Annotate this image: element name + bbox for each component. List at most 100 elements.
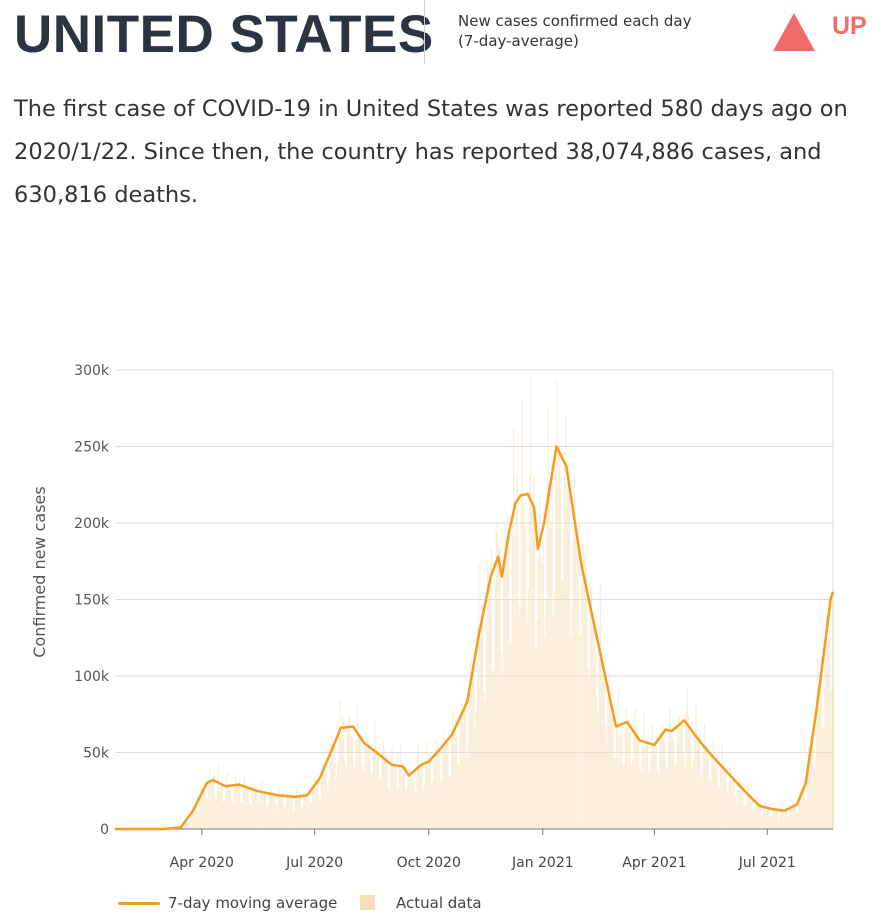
actual-data-bar [801, 791, 804, 829]
actual-data-bar [443, 730, 445, 829]
actual-data-bar [562, 579, 564, 829]
y-tick-label: 250k [74, 440, 110, 456]
actual-data-bar [389, 790, 391, 829]
actual-data-bar [384, 750, 386, 829]
actual-data-bar [253, 792, 256, 829]
actual-data-bar [267, 806, 269, 829]
actual-data-bar [313, 776, 315, 829]
actual-data-bar [649, 768, 651, 829]
actual-data-bar [338, 735, 340, 829]
actual-data-bar [395, 761, 397, 829]
actual-data-bar [767, 809, 769, 829]
actual-data-bar [746, 791, 748, 829]
header-divider [424, 0, 425, 64]
actual-data-bar [783, 811, 785, 829]
actual-data-bar [576, 536, 578, 829]
actual-data-bar [199, 798, 201, 829]
actual-data-bar [423, 784, 425, 829]
actual-data-bar [552, 614, 554, 829]
actual-data-bar [747, 783, 749, 829]
trend-label: UP [832, 12, 867, 40]
actual-data-bar [593, 616, 595, 829]
actual-data-bar [480, 603, 482, 829]
actual-data-bar [658, 775, 660, 829]
actual-data-bar [787, 816, 789, 829]
actual-data-bar [379, 778, 381, 829]
actual-data-bar [394, 766, 396, 829]
actual-data-bar [375, 744, 377, 829]
actual-data-bar [436, 755, 438, 829]
actual-data-bar [453, 730, 455, 829]
actual-data-bar [185, 821, 187, 829]
y-tick-label: 150k [74, 593, 110, 609]
actual-data-bar [377, 753, 380, 829]
actual-data-bar [721, 741, 723, 829]
actual-data-bar [550, 521, 552, 829]
actual-data-bar [684, 765, 686, 829]
actual-data-bar [385, 757, 387, 829]
actual-data-bar [273, 796, 275, 829]
country-title: UNITED STATES [14, 5, 434, 64]
actual-data-bar [329, 762, 331, 829]
actual-data-bar [415, 792, 417, 829]
actual-data-bar [499, 544, 501, 829]
actual-data-bar [568, 486, 570, 829]
trend-caption-line2: (7-day-average) [458, 32, 579, 50]
actual-data-bar [211, 784, 213, 829]
actual-data-bar [744, 806, 747, 829]
actual-data-bar [659, 733, 661, 829]
actual-data-bar [328, 781, 330, 829]
actual-data-bar [784, 811, 786, 829]
actual-data-bar [563, 462, 566, 829]
actual-data-bar [816, 657, 818, 829]
actual-data-bar [524, 527, 526, 829]
actual-data-bar [694, 729, 696, 829]
actual-data-bar [518, 602, 520, 829]
actual-data-bar [359, 738, 361, 829]
actual-data-bar [769, 815, 771, 829]
actual-data-bar [774, 807, 776, 829]
trend-up-triangle-icon [773, 13, 815, 51]
actual-data-bar [370, 771, 372, 829]
actual-data-bar [433, 761, 435, 829]
actual-data-bar [677, 714, 680, 829]
actual-data-bar [365, 732, 367, 829]
actual-data-bar [464, 697, 466, 829]
actual-data-bar [570, 635, 572, 829]
actual-data-bar [794, 803, 796, 829]
actual-data-bar [665, 765, 667, 829]
actual-data-bar [400, 742, 402, 829]
actual-data-bar [224, 800, 226, 829]
actual-data-bar [227, 784, 229, 829]
actual-data-bar [618, 735, 620, 829]
actual-data-bar [391, 747, 393, 829]
actual-data-bar [460, 702, 463, 829]
actual-data-bar [437, 744, 439, 829]
actual-data-bar [403, 770, 406, 829]
actual-data-bar [799, 792, 801, 829]
actual-data-bar [457, 761, 459, 829]
actual-data-bar [431, 784, 433, 829]
actual-data-bar [183, 823, 185, 829]
actual-data-bar [638, 741, 640, 829]
y-tick-label: 50k [83, 746, 110, 762]
actual-data-bar [828, 636, 830, 829]
actual-data-bar [790, 805, 792, 829]
actual-data-bar [768, 809, 770, 829]
actual-data-bar [330, 735, 332, 829]
actual-data-bar [245, 783, 247, 829]
actual-data-bar [627, 726, 629, 829]
actual-data-bar [248, 803, 251, 829]
actual-data-bar [243, 776, 246, 829]
actual-data-bar [465, 757, 468, 829]
actual-data-bar [287, 788, 289, 829]
actual-data-bar [656, 769, 659, 829]
summary-text: The first case of COVID-19 in United Sta… [14, 96, 848, 208]
actual-data-bar [193, 808, 195, 829]
actual-data-bar [381, 749, 383, 829]
actual-data-bar [452, 711, 454, 829]
actual-data-bar [195, 805, 197, 829]
actual-data-bar [221, 784, 223, 829]
actual-data-bar [742, 793, 744, 829]
actual-data-bar [206, 799, 208, 829]
